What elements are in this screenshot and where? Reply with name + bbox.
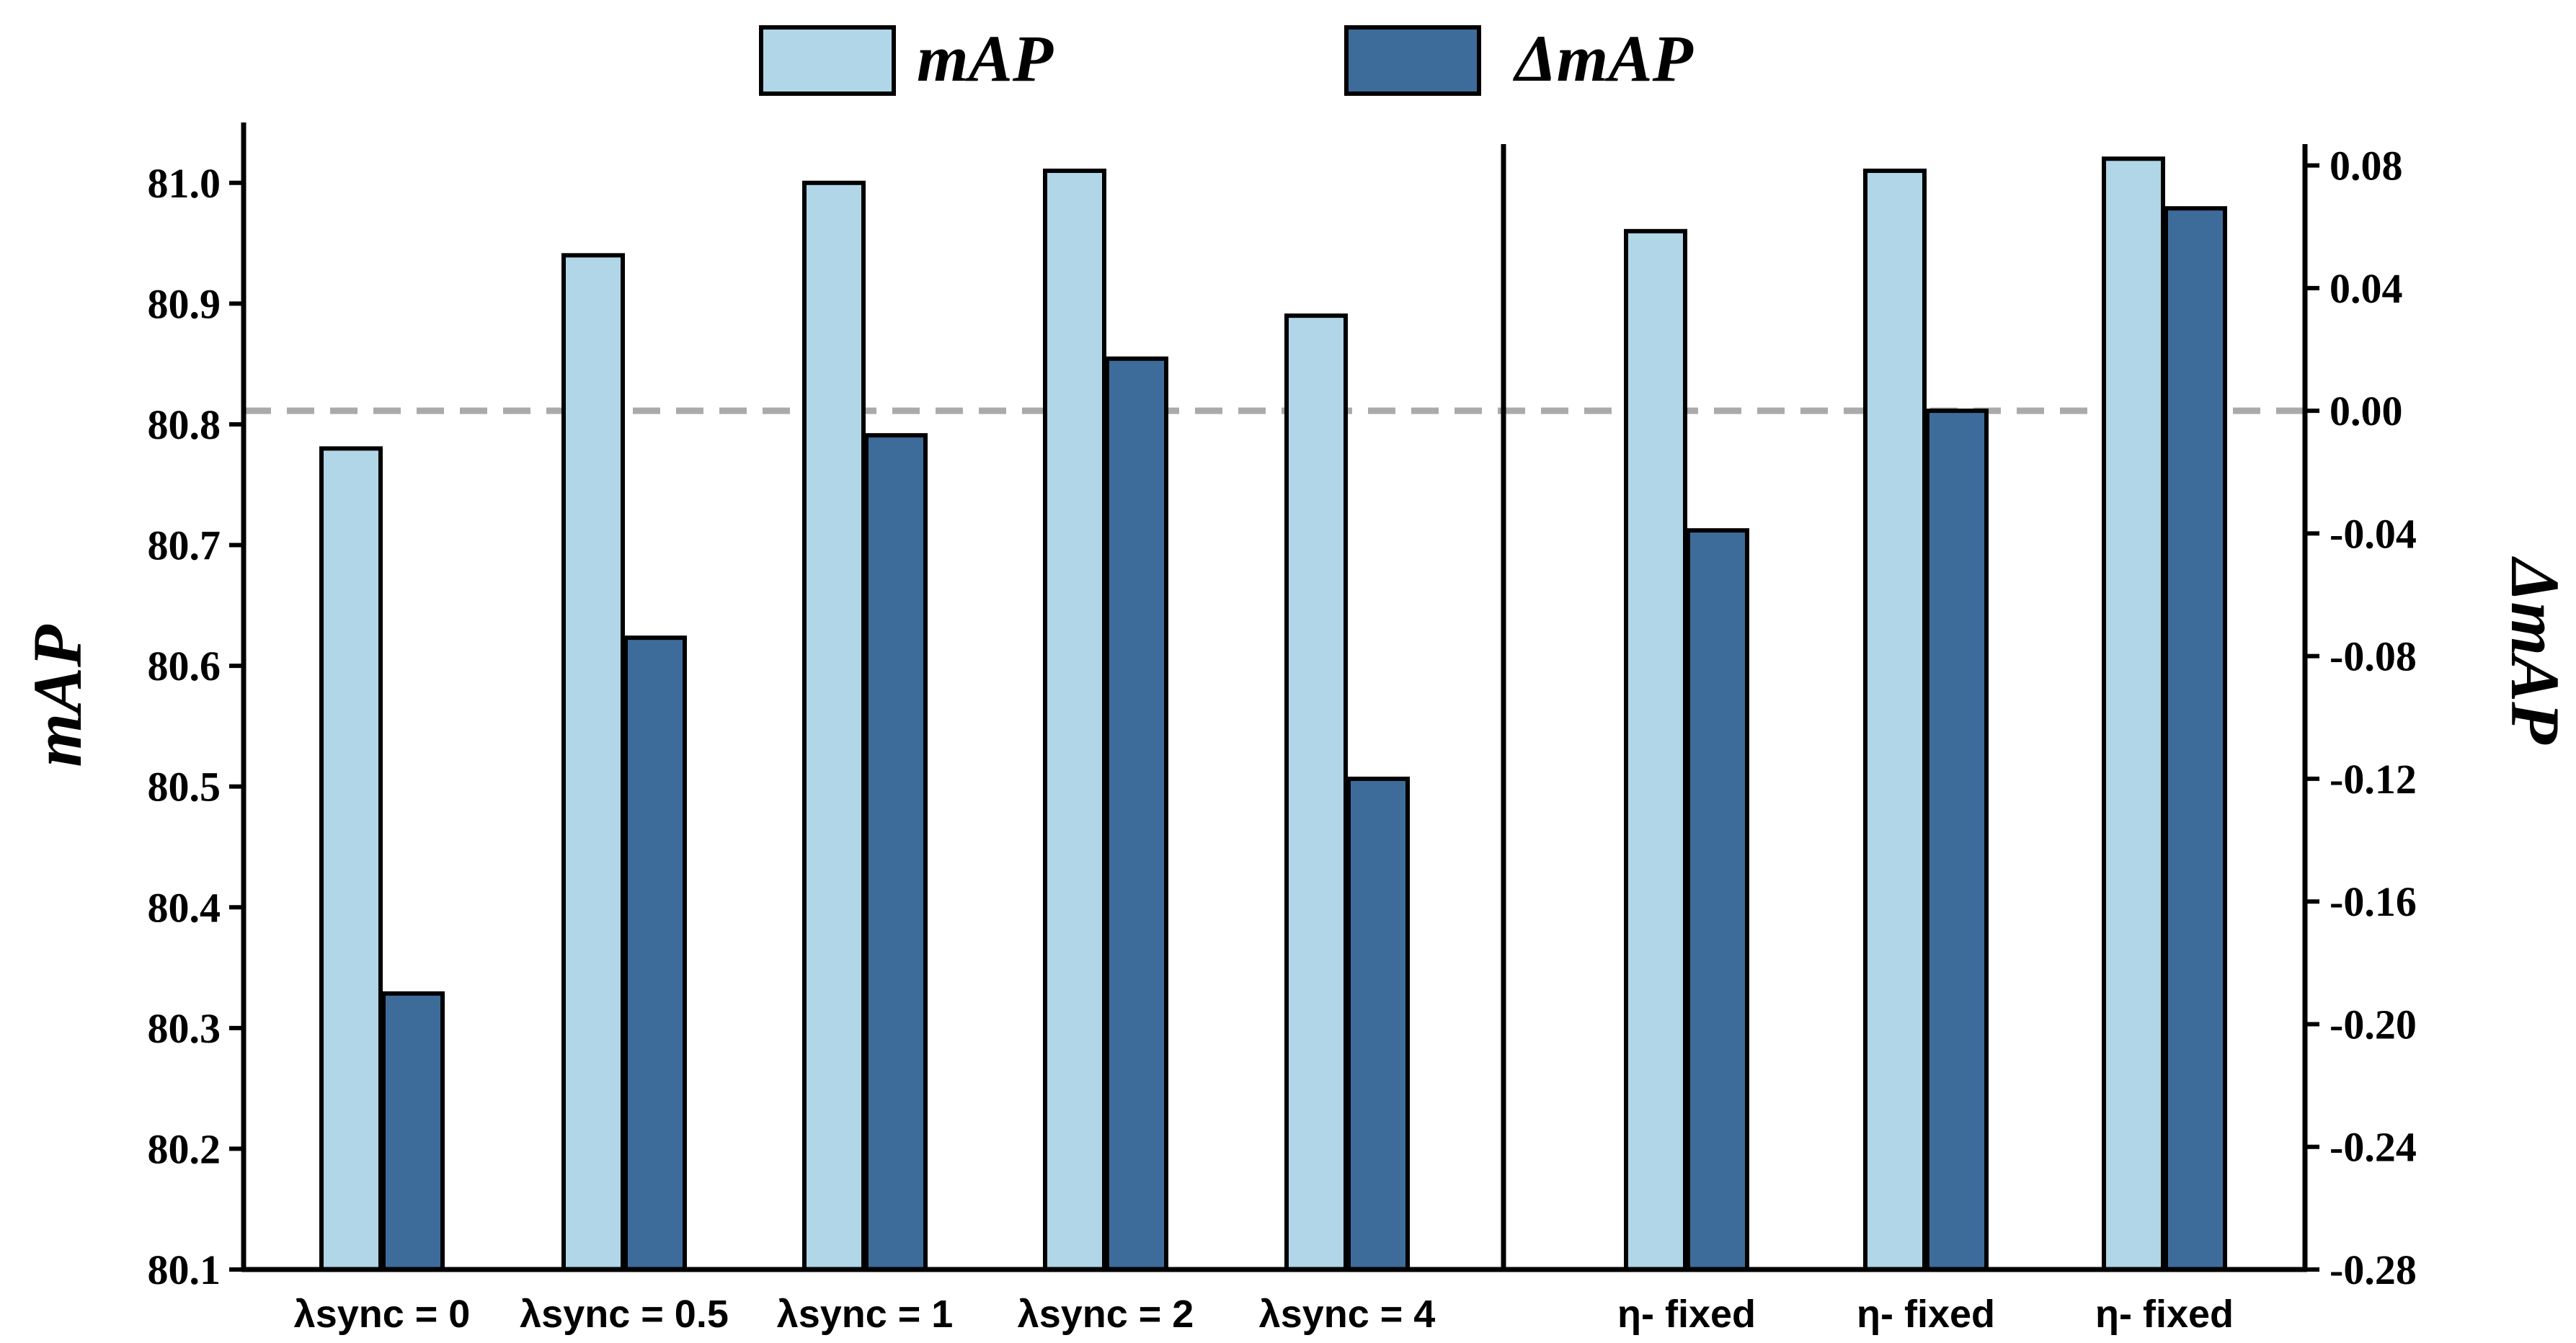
legend-swatch-map bbox=[759, 25, 896, 96]
bar-delta-map-3 bbox=[1105, 356, 1168, 1272]
right-tick-label-1: -0.24 bbox=[2329, 1124, 2417, 1171]
left-tick-label-5: 80.6 bbox=[148, 643, 221, 690]
bar-delta-map-5 bbox=[1686, 528, 1749, 1272]
left-tick-label-0: 80.1 bbox=[148, 1246, 221, 1293]
y-axis-title: mAP bbox=[19, 624, 96, 767]
bar-delta-map-2 bbox=[864, 433, 928, 1272]
bar-map-3 bbox=[1043, 169, 1106, 1272]
y2-axis-title: ΔmAP bbox=[2497, 556, 2574, 745]
x-tick-label-5: η- fixed bbox=[1617, 1293, 1756, 1336]
bar-map-4 bbox=[1284, 313, 1348, 1272]
right-tick-label-9: 0.08 bbox=[2329, 143, 2403, 189]
right-tick-label-2: -0.20 bbox=[2329, 1001, 2417, 1048]
left-tick-label-6: 80.7 bbox=[148, 522, 221, 569]
right-tick-label-3: -0.16 bbox=[2329, 878, 2417, 925]
left-tick-label-1: 80.2 bbox=[148, 1125, 221, 1172]
legend-swatch-delta-map bbox=[1344, 25, 1481, 96]
left-tick-label-3: 80.4 bbox=[148, 884, 221, 931]
left-tick-label-8: 80.9 bbox=[148, 280, 221, 327]
bar-delta-map-6 bbox=[1925, 409, 1989, 1272]
bar-map-1 bbox=[561, 253, 625, 1272]
x-tick-label-1: λsync = 0.5 bbox=[520, 1293, 729, 1336]
right-tick-label-7: 0.00 bbox=[2329, 388, 2403, 434]
right-tick-label-5: -0.08 bbox=[2329, 633, 2417, 680]
bar-map-5 bbox=[1624, 228, 1687, 1272]
left-tick-label-9: 81.0 bbox=[148, 160, 221, 207]
x-tick-label-3: λsync = 2 bbox=[1018, 1293, 1194, 1336]
bar-delta-map-0 bbox=[381, 991, 445, 1272]
bar-delta-map-4 bbox=[1346, 776, 1410, 1272]
right-tick-label-0: -0.28 bbox=[2329, 1246, 2417, 1293]
bar-map-0 bbox=[319, 446, 383, 1272]
x-tick-label-7: η- fixed bbox=[2095, 1293, 2234, 1336]
right-tick-label-8: 0.04 bbox=[2329, 265, 2403, 312]
left-tick-label-7: 80.8 bbox=[148, 401, 221, 448]
bar-map-6 bbox=[1863, 169, 1927, 1272]
x-tick-label-2: λsync = 1 bbox=[777, 1293, 954, 1336]
bar-delta-map-1 bbox=[623, 635, 687, 1272]
x-tick-label-0: λsync = 0 bbox=[294, 1293, 471, 1336]
x-tick-label-4: λsync = 4 bbox=[1259, 1293, 1436, 1336]
legend-label-map: mAP bbox=[917, 22, 1054, 95]
bar-map-2 bbox=[802, 180, 866, 1272]
right-tick-label-6: -0.04 bbox=[2329, 510, 2417, 557]
x-tick-label-6: η- fixed bbox=[1857, 1293, 1995, 1336]
bar-delta-map-7 bbox=[2164, 206, 2227, 1272]
left-tick-label-4: 80.5 bbox=[148, 764, 221, 811]
left-tick-label-2: 80.3 bbox=[148, 1005, 221, 1052]
right-tick-label-4: -0.12 bbox=[2329, 756, 2417, 803]
bar-map-7 bbox=[2102, 156, 2165, 1272]
legend-label-delta-map: ΔmAP bbox=[1512, 22, 1694, 95]
